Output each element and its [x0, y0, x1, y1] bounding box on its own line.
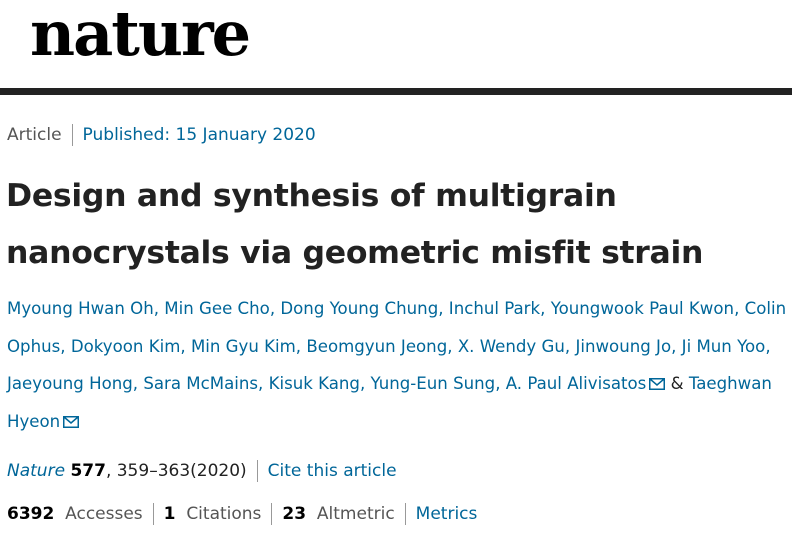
author-list: Myoung Hwan Oh, Min Gee Cho, Dong Young …: [7, 299, 787, 431]
article-title: Design and synthesis of multigrain nanoc…: [6, 178, 704, 271]
article-meta: Article Published: 15 January 2020: [7, 124, 316, 146]
divider: [71, 124, 73, 146]
metrics-bar: 6392 Accesses 1 Citations 23 Altmetric M…: [7, 503, 477, 525]
author-link[interactable]: Taeghwan Hyeon: [7, 374, 772, 431]
citation-line: Nature 577 , 359–363(2020) Cite this art…: [7, 460, 397, 482]
author-link[interactable]: Myoung Hwan Oh: [7, 299, 154, 318]
divider: [152, 503, 154, 525]
author-link[interactable]: Min Gyu Kim: [190, 336, 296, 356]
author-link[interactable]: Dong Young Chung: [280, 299, 439, 318]
altmetric-count: 23: [282, 504, 307, 524]
cite-article-link[interactable]: Cite this article: [267, 461, 397, 481]
author-link[interactable]: Jinwoung Jo: [575, 336, 672, 356]
author-ampersand: &: [670, 374, 684, 393]
author-link[interactable]: Beomgyun Jeong: [306, 336, 448, 356]
citations-label: Citations: [186, 504, 262, 524]
author-link[interactable]: Sara McMains: [143, 374, 259, 393]
divider: [404, 503, 406, 525]
envelope-icon[interactable]: [649, 378, 666, 390]
author-link[interactable]: Ji Mun Yoo: [681, 336, 766, 356]
author-link[interactable]: Yung-Eun Sung: [370, 374, 496, 393]
nature-logo[interactable]: nature: [30, 0, 251, 70]
header-divider: [0, 88, 792, 95]
author-link[interactable]: A. Paul Alivisatos: [505, 374, 647, 393]
divider: [256, 460, 258, 482]
accesses-label: Accesses: [65, 504, 143, 524]
author-link[interactable]: Jaeyoung Hong: [7, 374, 133, 393]
author-link[interactable]: Min Gee Cho: [164, 299, 270, 318]
author-link[interactable]: Inchul Park: [448, 299, 541, 318]
author-link[interactable]: X. Wendy Gu: [457, 336, 565, 356]
divider: [271, 503, 273, 525]
accesses-count: 6392: [7, 504, 55, 524]
author-link[interactable]: Dokyoon Kim: [70, 336, 181, 356]
author-link[interactable]: Colin Ophus: [7, 299, 787, 356]
citations-count: 1: [163, 504, 176, 524]
page-range: , 359–363(2020): [105, 461, 247, 481]
article-type: Article: [7, 125, 62, 145]
journal-name[interactable]: Nature: [7, 461, 66, 481]
author-link[interactable]: Youngwook Paul Kwon: [550, 299, 735, 318]
altmetric-label: Altmetric: [316, 504, 395, 524]
author-link[interactable]: Kisuk Kang: [268, 374, 360, 393]
metrics-link[interactable]: Metrics: [415, 504, 478, 524]
published-date: Published: 15 January 2020: [82, 125, 316, 145]
envelope-icon[interactable]: [63, 415, 80, 428]
volume-number: 577: [70, 461, 106, 481]
